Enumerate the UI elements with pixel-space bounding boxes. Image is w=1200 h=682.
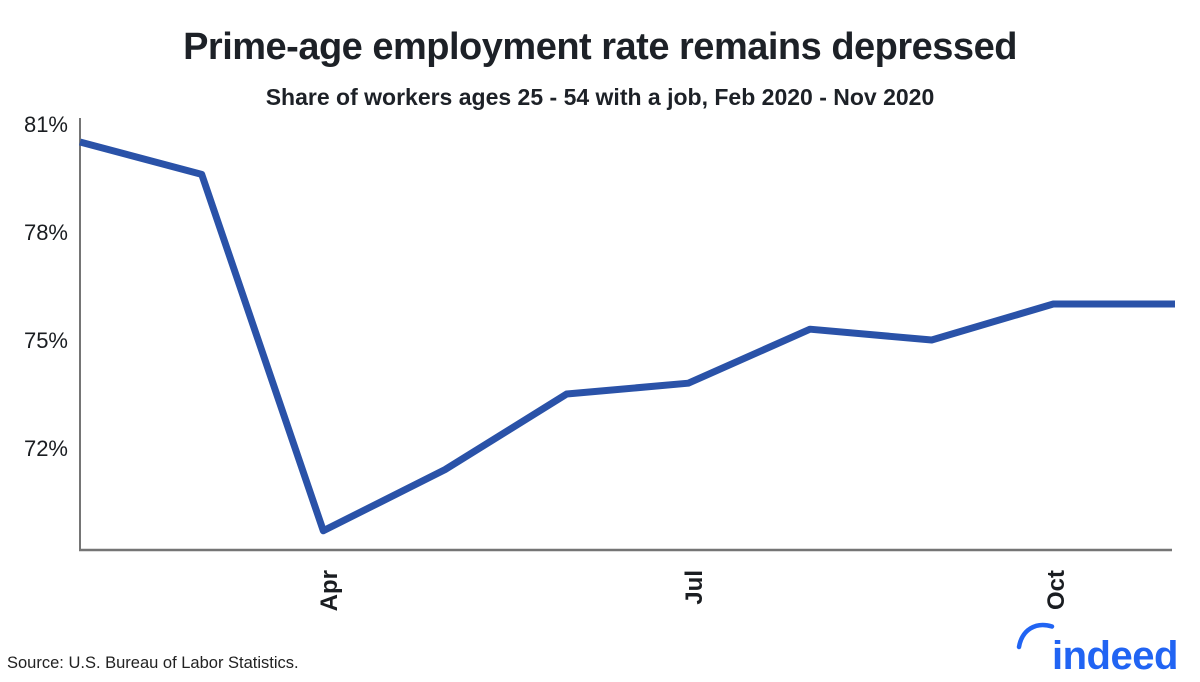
y-tick-81: 81% <box>24 112 68 137</box>
y-tick-75: 75% <box>24 328 68 353</box>
y-tick-72: 72% <box>24 436 68 461</box>
indeed-logo-arc-icon <box>1016 622 1055 650</box>
x-tick-oct: Oct <box>1043 570 1070 610</box>
x-tick-jul: Jul <box>681 570 708 605</box>
source-note: Source: U.S. Bureau of Labor Statistics. <box>7 654 299 672</box>
indeed-logo: indeed <box>1016 622 1178 677</box>
indeed-logo-wordmark: indeed <box>1052 634 1178 677</box>
x-tick-apr: Apr <box>316 570 343 611</box>
page-title: Prime-age employment rate remains depres… <box>183 26 1017 68</box>
y-tick-78: 78% <box>24 220 68 245</box>
chart-subtitle: Share of workers ages 25 - 54 with a job… <box>265 84 935 110</box>
employment-line <box>79 138 1175 535</box>
